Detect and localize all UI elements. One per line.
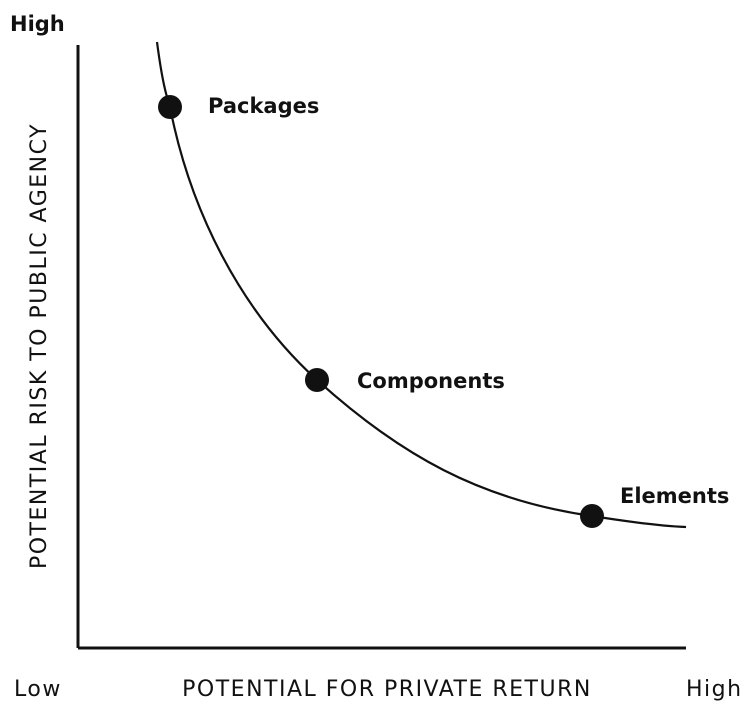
x-high: High: [686, 677, 743, 702]
y-axis-label: POTENTIAL RISK TO PUBLIC AGENCY: [27, 123, 52, 569]
x-low: Low: [14, 677, 62, 702]
point: [580, 504, 604, 528]
y-high: High: [10, 12, 65, 36]
x-axis-label: POTENTIAL FOR PRIVATE RETURN: [182, 677, 592, 702]
point: [158, 95, 182, 119]
point-label: Components: [357, 369, 505, 393]
point: [305, 368, 329, 392]
point-label: Packages: [208, 94, 319, 118]
point-label: Elements: [620, 484, 729, 508]
